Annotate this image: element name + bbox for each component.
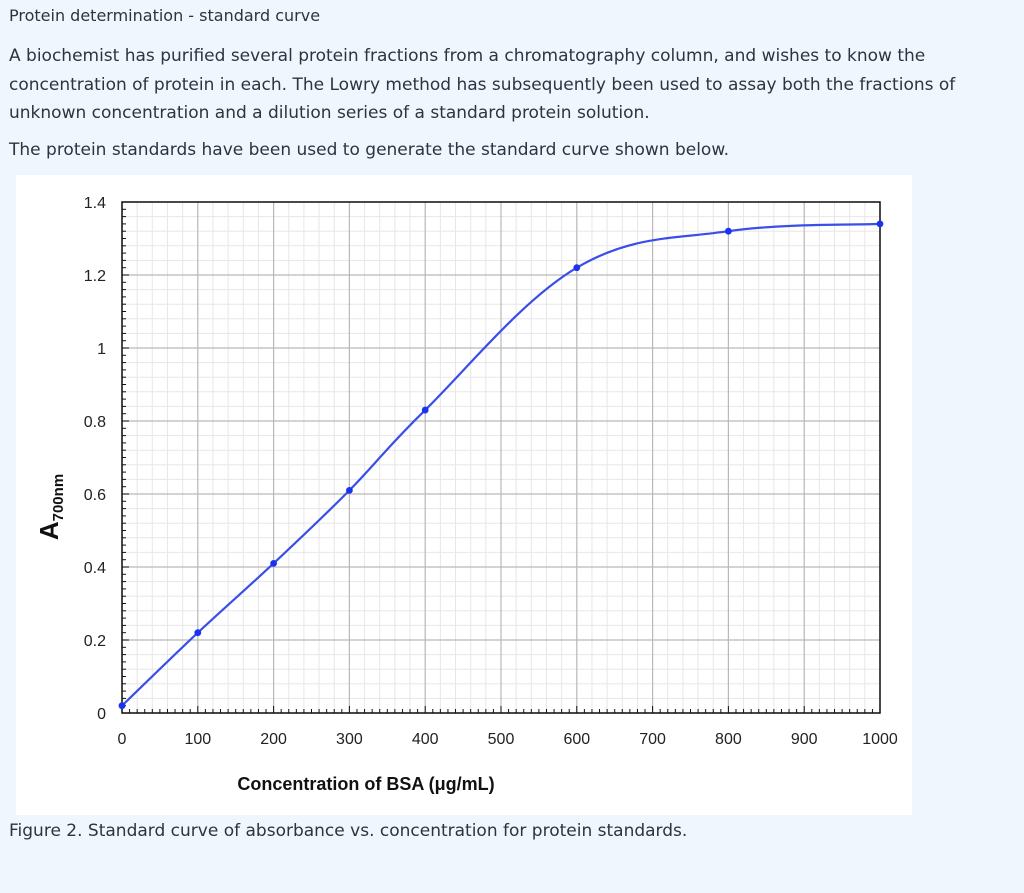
chart-panel: 0 100 200 300 400 500 600 700 800 900 1000 0 0.2 0.4…: [16, 175, 912, 815]
standard-curve-chart: 0 100 200 300 400 500 600 700 800 900 1000 0 0.2 0.4…: [34, 195, 898, 794]
x-tick-label: 200: [260, 731, 287, 748]
y-axis-title-main: A: [34, 521, 64, 540]
y-axis-title: A700nm: [34, 474, 67, 540]
x-tick-label: 800: [715, 731, 742, 748]
x-tick-label: 1000: [862, 731, 898, 748]
y-tick-label: 0: [97, 706, 106, 723]
data-point: [346, 486, 353, 494]
minor-ticks: [121, 201, 881, 714]
x-tick-label: 400: [412, 731, 439, 748]
y-tick-label: 1.2: [84, 268, 106, 285]
x-tick-label: 600: [563, 731, 590, 748]
x-tick-label: 900: [791, 731, 818, 748]
data-markers: [118, 220, 884, 710]
x-tick-label: 0: [118, 731, 127, 748]
standards-note: The protein standards have been used to …: [9, 140, 730, 160]
x-tick-label: 500: [488, 731, 515, 748]
page-heading: Protein determination - standard curve: [9, 6, 321, 25]
data-point: [876, 220, 884, 228]
figure-caption: Figure 2. Standard curve of absorbance v…: [9, 821, 688, 841]
y-tick-labels: 0 0.2 0.4 0.6 0.8 1 1.2 1.4: [84, 195, 106, 723]
x-axis-title: Concentration of BSA (μg/mL): [237, 774, 494, 794]
x-tick-label: 100: [184, 731, 211, 748]
y-tick-label: 1.4: [84, 195, 106, 212]
standard-curve-line: [121, 222, 881, 707]
data-point: [421, 406, 429, 414]
data-point: [725, 227, 732, 235]
x-tick-label: 300: [336, 731, 363, 748]
major-grid: [121, 201, 881, 714]
data-point: [118, 702, 126, 710]
y-tick-label: 0.8: [84, 414, 106, 431]
x-tick-labels: 0 100 200 300 400 500 600 700 800 900 1000: [118, 731, 898, 748]
data-point: [270, 559, 277, 567]
y-tick-label: 1: [97, 341, 106, 358]
intro-paragraph: A biochemist has purified several protei…: [9, 46, 956, 123]
y-tick-label: 0.2: [84, 633, 106, 650]
x-tick-label: 700: [639, 731, 666, 748]
y-axis-title-subscript: 700nm: [50, 474, 67, 522]
y-tick-label: 0.4: [84, 560, 106, 577]
data-point: [573, 264, 581, 272]
y-tick-label: 0.6: [84, 487, 106, 504]
data-point: [194, 629, 202, 637]
